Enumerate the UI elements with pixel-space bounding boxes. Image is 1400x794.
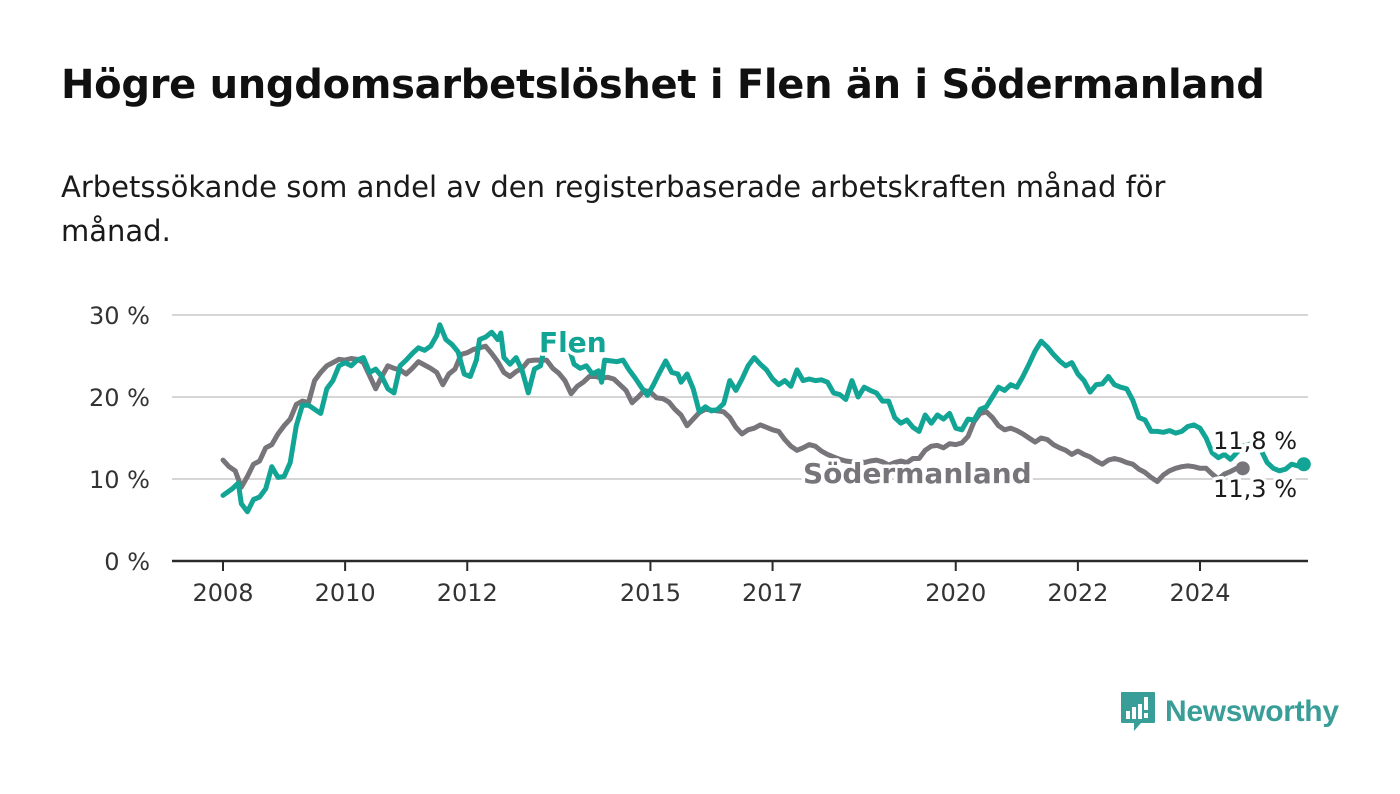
series-label-sodermanland: Södermanland [803,457,1032,490]
x-tick-label: 2022 [1047,579,1108,607]
x-axis-ticks: 2008 2010 2012 2015 2017 2020 2022 2024 [192,561,1231,607]
series-line-flen [220,322,1307,515]
y-tick-label: 20 % [89,384,150,412]
y-tick-label: 30 % [89,302,150,330]
x-tick-label: 2015 [620,579,681,607]
x-tick-label: 2012 [437,579,498,607]
y-axis-ticks: 0 % 10 % 20 % 30 % [89,302,150,576]
brand-name: Newsworthy [1165,695,1339,728]
series-label-flen: Flen [539,326,607,359]
x-tick-label: 2024 [1169,579,1230,607]
y-tick-label: 10 % [89,466,150,494]
series-end-marker [1296,457,1311,472]
gridlines [172,314,1308,480]
x-tick-label: 2010 [315,579,376,607]
chart-subtitle: Arbetssökande som andel av den registerb… [61,170,1166,248]
newsworthy-bar-chart-icon [1121,692,1155,731]
newsworthy-logo: Newsworthy [1119,690,1339,734]
end-label-sodermanland: 11,3 % [1213,475,1297,503]
series-line-sodermanland [220,343,1246,490]
x-tick-label: 2017 [742,579,803,607]
x-tick-label: 2020 [925,579,986,607]
series-end-marker [1235,461,1250,476]
y-tick-label: 0 % [104,548,150,576]
x-tick-label: 2008 [192,579,253,607]
series-labels: Flen Södermanland 11,8 % 11,3 % [536,323,1301,507]
end-label-flen: 11,8 % [1213,427,1297,455]
series-lines [220,322,1311,515]
chart-title: Högre ungdomsarbetslöshet i Flen än i Sö… [61,62,1265,108]
